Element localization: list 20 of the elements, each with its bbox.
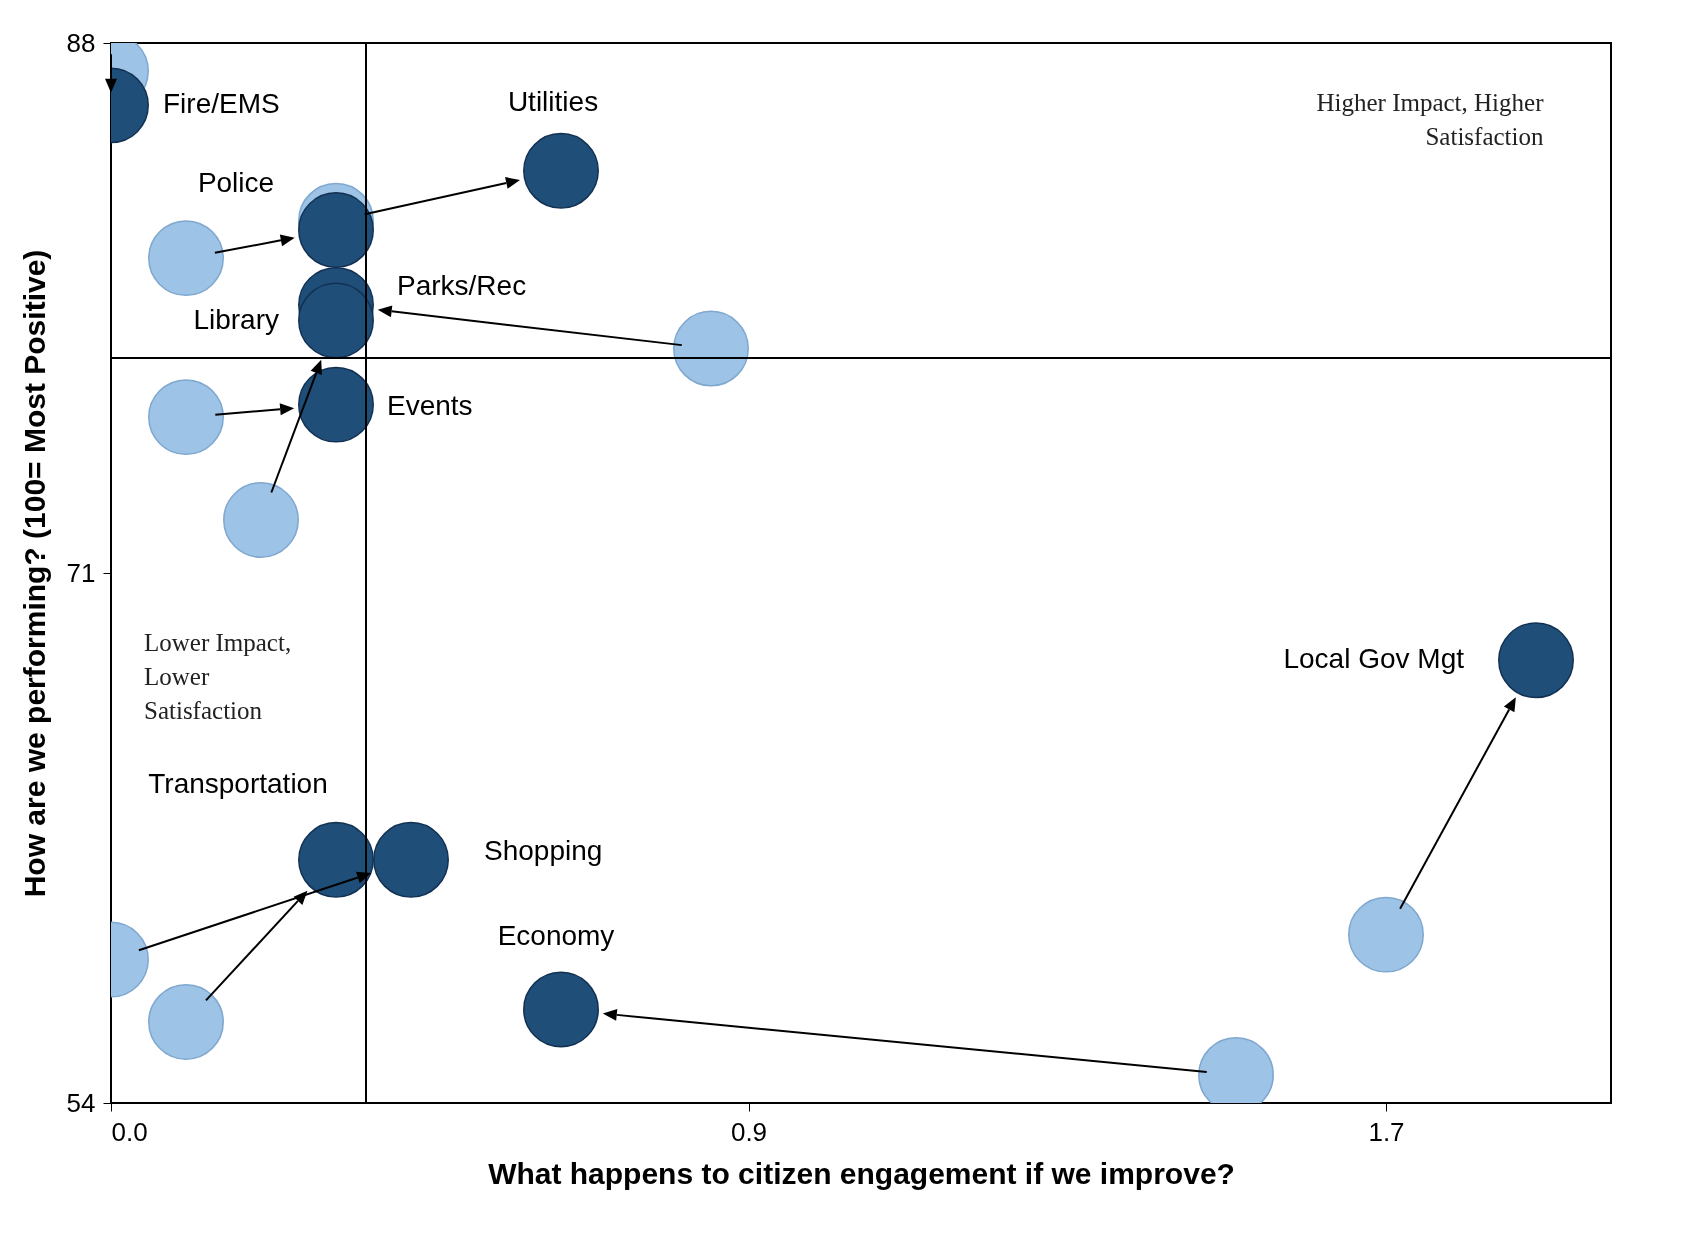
annotation: Lower Impact, Lower Satisfaction <box>144 629 292 725</box>
annotation: Fire/EMS <box>163 88 280 120</box>
y-axis-title: How are we performing? (100= Most Positive) <box>17 249 51 898</box>
annotation: Events <box>387 389 473 421</box>
annotation: Transportation <box>148 767 328 799</box>
annotation: Library <box>193 304 279 336</box>
y-tick-label: 88 <box>66 27 96 58</box>
annotation: Parks/Rec <box>397 269 527 301</box>
annotation: Police <box>197 167 275 199</box>
x-tick-label: 0.0 <box>111 1116 148 1147</box>
annotation: Higher Impact, Higher Satisfaction <box>1316 88 1545 150</box>
y-tick-label: 71 <box>66 557 96 588</box>
x-tick-label: 1.7 <box>1368 1116 1405 1147</box>
x-axis-title: What happens to citizen engagement if we improve? <box>488 1156 1235 1190</box>
annotation: Shopping <box>484 834 603 866</box>
x-tick-label: 0.9 <box>730 1116 768 1147</box>
y-tick-label: 54 <box>66 1087 96 1118</box>
annotation: Local Gov Mgt <box>1283 643 1465 675</box>
annotation: Economy <box>497 920 615 952</box>
annotation: Utilities <box>507 85 599 117</box>
